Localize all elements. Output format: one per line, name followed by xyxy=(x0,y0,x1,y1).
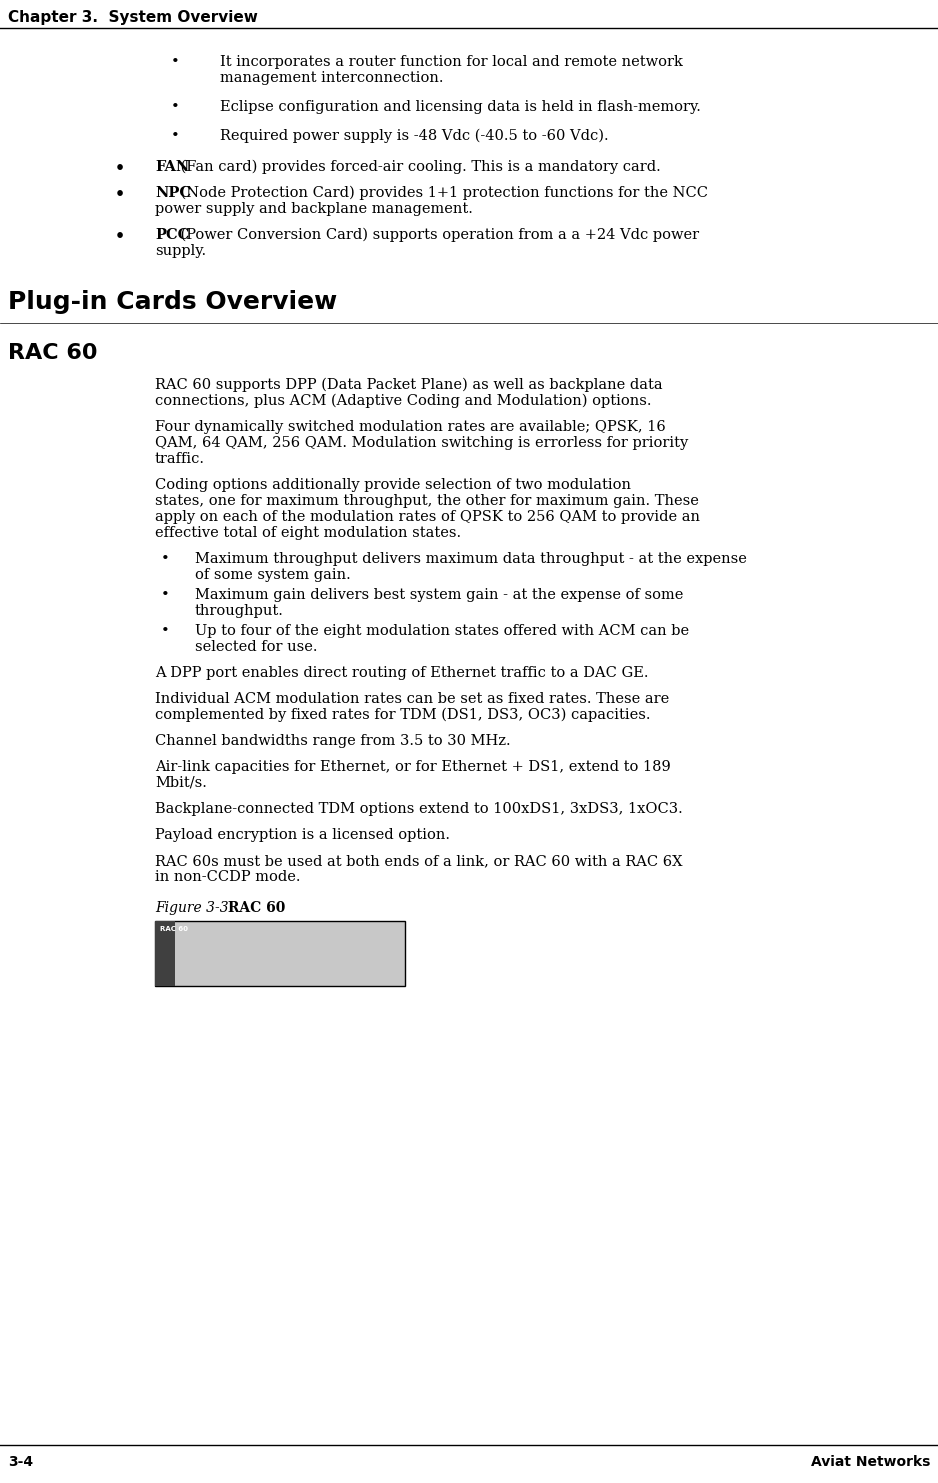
Text: •: • xyxy=(160,552,170,567)
Text: RAC 60 supports DPP (Data Packet Plane) as well as backplane data: RAC 60 supports DPP (Data Packet Plane) … xyxy=(155,378,662,393)
Text: power supply and backplane management.: power supply and backplane management. xyxy=(155,202,473,217)
Text: of some system gain.: of some system gain. xyxy=(195,568,351,581)
Text: Payload encryption is a licensed option.: Payload encryption is a licensed option. xyxy=(155,828,450,842)
Text: QAM, 64 QAM, 256 QAM. Modulation switching is errorless for priority: QAM, 64 QAM, 256 QAM. Modulation switchi… xyxy=(155,436,688,449)
Text: 3-4: 3-4 xyxy=(8,1455,33,1470)
Text: PCC: PCC xyxy=(155,228,189,242)
Text: Individual ACM modulation rates can be set as fixed rates. These are: Individual ACM modulation rates can be s… xyxy=(155,693,669,706)
Text: Four dynamically switched modulation rates are available; QPSK, 16: Four dynamically switched modulation rat… xyxy=(155,420,666,435)
Text: It incorporates a router function for local and remote network: It incorporates a router function for lo… xyxy=(220,55,683,70)
Text: states, one for maximum throughput, the other for maximum gain. These: states, one for maximum throughput, the … xyxy=(155,494,699,509)
Text: complemented by fixed rates for TDM (DS1, DS3, OC3) capacities.: complemented by fixed rates for TDM (DS1… xyxy=(155,707,650,722)
Text: throughput.: throughput. xyxy=(195,604,284,618)
Text: •: • xyxy=(115,228,125,245)
Text: Up to four of the eight modulation states offered with ACM can be: Up to four of the eight modulation state… xyxy=(195,624,689,638)
Text: NPC: NPC xyxy=(155,185,191,200)
Text: Air-link capacities for Ethernet, or for Ethernet + DS1, extend to 189: Air-link capacities for Ethernet, or for… xyxy=(155,759,671,774)
Text: RAC 60s must be used at both ends of a link, or RAC 60 with a RAC 6X: RAC 60s must be used at both ends of a l… xyxy=(155,854,683,868)
Text: (Fan card) provides forced-air cooling. This is a mandatory card.: (Fan card) provides forced-air cooling. … xyxy=(176,160,660,175)
Text: effective total of eight modulation states.: effective total of eight modulation stat… xyxy=(155,526,461,540)
Text: •: • xyxy=(171,55,179,70)
Text: apply on each of the modulation rates of QPSK to 256 QAM to provide an: apply on each of the modulation rates of… xyxy=(155,510,700,523)
Text: supply.: supply. xyxy=(155,245,206,258)
Text: Mbit/s.: Mbit/s. xyxy=(155,776,207,790)
Text: Channel bandwidths range from 3.5 to 30 MHz.: Channel bandwidths range from 3.5 to 30 … xyxy=(155,734,510,747)
Text: Maximum throughput delivers maximum data throughput - at the expense: Maximum throughput delivers maximum data… xyxy=(195,552,747,567)
Text: FAN: FAN xyxy=(155,160,189,174)
Text: A DPP port enables direct routing of Ethernet traffic to a DAC GE.: A DPP port enables direct routing of Eth… xyxy=(155,666,648,681)
Text: •: • xyxy=(160,587,170,602)
Text: •: • xyxy=(171,99,179,114)
Text: •: • xyxy=(115,160,125,176)
Text: connections, plus ACM (Adaptive Coding and Modulation) options.: connections, plus ACM (Adaptive Coding a… xyxy=(155,394,652,408)
Text: RAC 60: RAC 60 xyxy=(8,343,98,363)
Text: Plug-in Cards Overview: Plug-in Cards Overview xyxy=(8,291,338,314)
Text: Required power supply is -48 Vdc (-40.5 to -60 Vdc).: Required power supply is -48 Vdc (-40.5 … xyxy=(220,129,609,144)
Text: Figure 3-3.: Figure 3-3. xyxy=(155,902,233,915)
Text: Coding options additionally provide selection of two modulation: Coding options additionally provide sele… xyxy=(155,478,631,492)
FancyBboxPatch shape xyxy=(155,921,405,986)
Text: •: • xyxy=(171,129,179,142)
Text: RAC 60: RAC 60 xyxy=(160,925,188,931)
Text: (Power Conversion Card) supports operation from a a +24 Vdc power: (Power Conversion Card) supports operati… xyxy=(176,228,699,242)
Text: Maximum gain delivers best system gain - at the expense of some: Maximum gain delivers best system gain -… xyxy=(195,587,684,602)
Text: selected for use.: selected for use. xyxy=(195,641,317,654)
Text: •: • xyxy=(160,624,170,638)
Text: traffic.: traffic. xyxy=(155,452,205,466)
Text: (Node Protection Card) provides 1+1 protection functions for the NCC: (Node Protection Card) provides 1+1 prot… xyxy=(176,185,708,200)
Text: Chapter 3.  System Overview: Chapter 3. System Overview xyxy=(8,10,258,25)
Text: RAC 60: RAC 60 xyxy=(223,902,285,915)
Text: Eclipse configuration and licensing data is held in flash-memory.: Eclipse configuration and licensing data… xyxy=(220,99,701,114)
Text: management interconnection.: management interconnection. xyxy=(220,71,444,85)
FancyBboxPatch shape xyxy=(155,921,175,986)
Text: Aviat Networks: Aviat Networks xyxy=(810,1455,930,1470)
Text: in non-CCDP mode.: in non-CCDP mode. xyxy=(155,871,300,884)
Text: Backplane-connected TDM options extend to 100xDS1, 3xDS3, 1xOC3.: Backplane-connected TDM options extend t… xyxy=(155,802,683,816)
Text: •: • xyxy=(115,185,125,203)
